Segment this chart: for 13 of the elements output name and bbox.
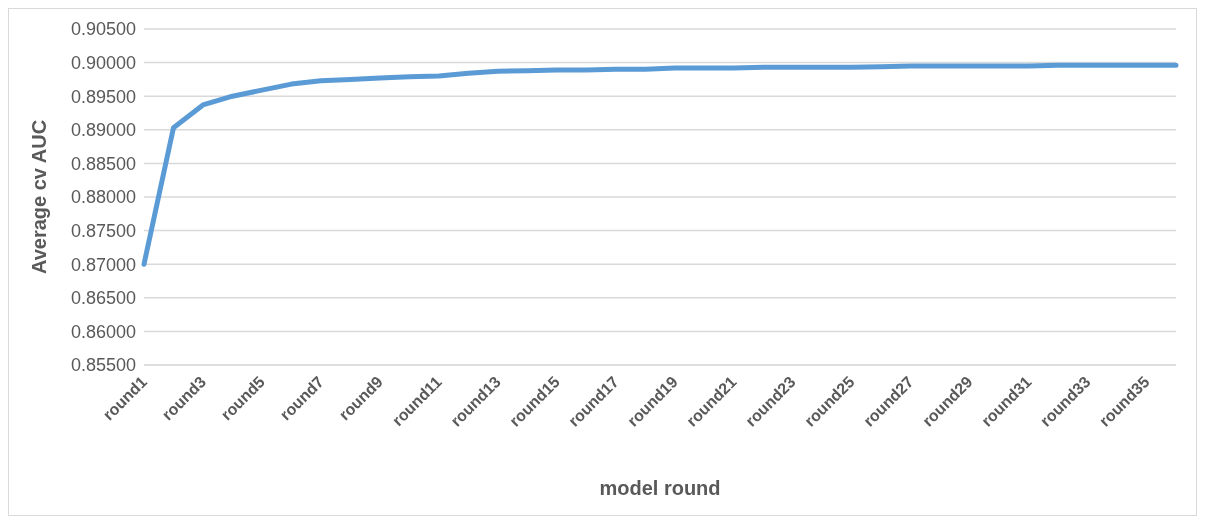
y-tick-label: 0.88000 [70,187,136,208]
y-tick-label: 0.87000 [70,254,136,275]
x-axis-title: model round [599,477,721,499]
y-tick-label: 0.85500 [70,355,136,376]
y-tick-label: 0.89500 [70,86,136,107]
y-tick-label: 0.88500 [70,153,136,174]
y-axis-title: Average cv AUC [28,119,51,275]
y-tick-label: 0.86000 [70,321,136,342]
y-tick-label: 0.87500 [70,220,136,241]
y-tick-label: 0.89000 [70,120,136,141]
y-tick-label: 0.90500 [70,19,136,40]
y-tick-label: 0.90000 [70,52,136,73]
y-tick-label: 0.86500 [70,288,136,309]
